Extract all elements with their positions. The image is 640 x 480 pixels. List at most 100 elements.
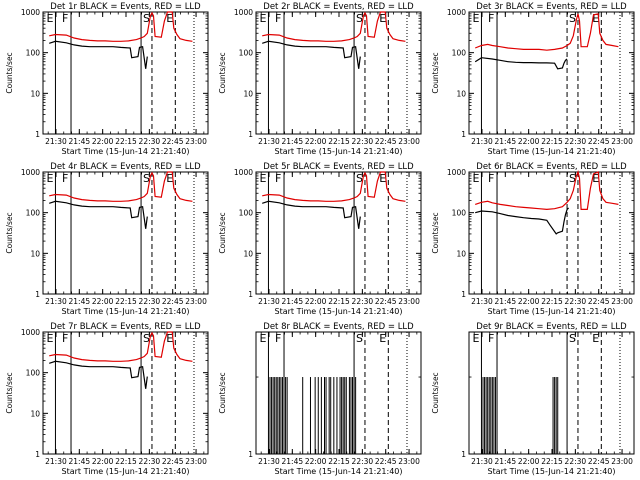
panel-title: Det 1r BLACK = Events, RED = LLD [50,2,201,12]
x-tick-label: 23:00 [398,137,420,146]
y-tick-label: 10 [243,89,253,98]
y-tick-label: 10 [456,249,466,258]
lld-line [475,170,619,211]
marker-label-1: E [46,12,53,25]
y-axis-label: Counts/sec [218,212,227,253]
panel-6: Det 6r BLACK = Events, RED = LLD 1 10 100 10… [431,162,635,316]
marker-label-5: E [166,172,173,185]
marker-label-1: E [46,332,53,345]
marker-label-2: F [275,172,281,185]
plot-frame [468,331,635,455]
x-tick-label: 22:00 [92,137,114,146]
marker-label-4: S [143,12,150,25]
x-axis-label: Start Time (15-Jun-14 21:21:40) [62,307,190,316]
x-tick-label: 23:00 [185,297,207,306]
x-tick-label: 21:30 [258,137,280,146]
y-axis-label: Counts/sec [431,52,440,93]
events-line [49,40,148,69]
x-tick-label: 22:15 [115,297,137,306]
x-axis-label: Start Time (15-Jun-14 21:21:40) [275,307,403,316]
y-tick-label: 10 [30,249,40,258]
x-tick-label: 22:45 [162,137,184,146]
x-axis-label: Start Time (15-Jun-14 21:21:40) [488,147,616,156]
x-tick-label: 21:45 [282,457,304,466]
panel-2: Det 2r BLACK = Events, RED = LLD 1 10 100 10… [218,2,422,156]
plot-frame [255,11,422,135]
y-tick-label: 1 [461,450,466,459]
x-tick-label: 22:00 [305,457,327,466]
marker-label-5: E [166,332,173,345]
marker-label-1: E [472,12,479,25]
x-tick-label: 21:45 [69,297,91,306]
x-tick-label: 22:15 [541,297,563,306]
y-tick-label: 10 [30,89,40,98]
y-tick-label: 100 [239,209,254,218]
panel-title: Det 2r BLACK = Events, RED = LLD [263,2,414,12]
plot-frame [42,11,209,135]
x-tick-label: 22:15 [541,457,563,466]
lld-line [49,331,193,362]
events-line [262,200,361,229]
marker-label-1: E [259,172,266,185]
x-tick-label: 23:00 [398,297,420,306]
y-axis-label: Counts/sec [218,372,227,413]
marker-label-5: E [379,12,386,25]
y-tick-label: 100 [26,49,41,58]
y-tick-label: 1000 [447,8,466,17]
events-line [262,40,361,69]
x-tick-label: 22:00 [92,457,114,466]
y-tick-label: 10 [243,249,253,258]
y-axis-label: Counts/sec [431,212,440,253]
panel-title: Det 3r BLACK = Events, RED = LLD [476,2,627,12]
lld-line [474,13,619,51]
x-tick-label: 21:30 [45,297,67,306]
marker-label-2: F [488,12,494,25]
x-tick-label: 23:00 [611,137,633,146]
x-tick-label: 23:00 [185,457,207,466]
marker-label-4: S [569,332,576,345]
x-tick-label: 22:30 [139,137,161,146]
x-tick-label: 23:00 [185,137,207,146]
panel-8: Det 8r BLACK = Events, RED = LLD 1 21:30 21… [218,322,422,476]
marker-label-1: E [259,12,266,25]
marker-label-5: E [379,332,386,345]
x-tick-label: 22:00 [518,137,540,146]
lld-line [262,171,406,202]
y-tick-label: 1000 [21,8,40,17]
x-tick-label: 22:00 [305,137,327,146]
marker-label-5: E [592,332,599,345]
panel-title: Det 7r BLACK = Events, RED = LLD [50,322,201,332]
marker-label-5: E [592,172,599,185]
marker-label-4: S [356,332,363,345]
panel-4: Det 4r BLACK = Events, RED = LLD 1 10 100 10… [5,162,209,316]
lld-line [49,11,193,42]
x-tick-label: 22:45 [375,137,397,146]
y-tick-label: 1 [35,130,40,139]
x-tick-label: 22:00 [518,297,540,306]
marker-label-2: F [275,12,281,25]
x-tick-label: 22:15 [328,137,350,146]
y-tick-label: 1 [35,290,40,299]
x-tick-label: 21:45 [495,137,517,146]
y-tick-label: 100 [26,369,41,378]
panel-1: Det 1r BLACK = Events, RED = LLD 1 10 100 10… [5,2,209,156]
x-tick-label: 21:30 [45,457,67,466]
y-tick-label: 100 [239,49,254,58]
x-tick-label: 22:15 [115,137,137,146]
x-axis-label: Start Time (15-Jun-14 21:21:40) [62,147,190,156]
x-tick-label: 21:30 [45,137,67,146]
y-axis-label: Counts/sec [218,52,227,93]
x-tick-label: 21:45 [69,457,91,466]
y-tick-label: 1 [248,130,253,139]
y-axis-label: Counts/sec [431,372,440,413]
y-tick-label: 1000 [447,168,466,177]
y-tick-label: 1 [248,290,253,299]
x-tick-label: 21:30 [258,297,280,306]
panel-title: Det 9r BLACK = Events, RED = LLD [476,322,627,332]
marker-label-2: F [62,172,68,185]
x-tick-label: 21:45 [282,137,304,146]
x-tick-label: 23:00 [398,457,420,466]
y-tick-label: 1000 [234,168,253,177]
